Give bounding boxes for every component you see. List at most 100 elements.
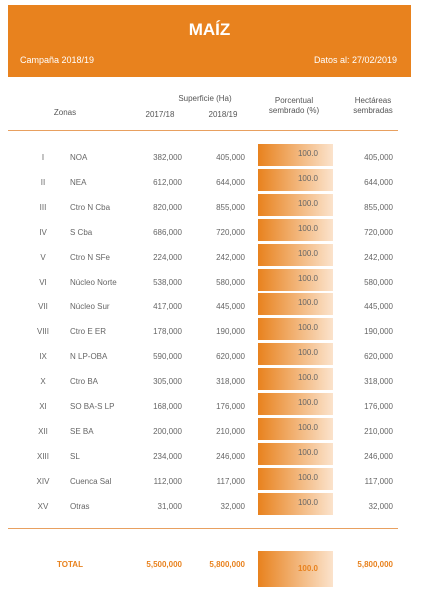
percent-cell (258, 268, 333, 291)
zone-name: Núcleo Norte (70, 277, 117, 287)
percent-cell (258, 393, 333, 415)
area-2018: 176,000 (216, 402, 245, 411)
percent: 100.0 (297, 472, 318, 482)
hectares: 5,800,000 (357, 560, 393, 569)
percent: 100.0 (297, 223, 318, 233)
percent-cell (258, 343, 333, 366)
percent-cell (258, 144, 333, 166)
percent: 100.0 (297, 447, 318, 457)
divider (8, 528, 398, 529)
area-2017: 820,000 (153, 202, 182, 212)
area-2017: 178,000 (153, 327, 182, 337)
hectares: 117,000 (364, 476, 393, 486)
area-2017: 305,000 (153, 377, 182, 387)
area-2018: 580,000 (216, 277, 245, 287)
area-2017: 200,000 (153, 426, 182, 436)
area-2018: 405,000 (216, 153, 245, 162)
zone-name: Ctro N SFe (70, 252, 111, 262)
hectares: 720,000 (364, 227, 393, 237)
zone-name: Núcleo Sur (70, 302, 110, 312)
col-header: Hectáreas sembradas (353, 96, 393, 115)
percent: 100.0 (297, 173, 318, 183)
hectares: 318,000 (364, 377, 393, 387)
zone-name: SE BA (70, 426, 94, 436)
area-2017: 224,000 (153, 252, 182, 262)
area-2018: 620,000 (216, 352, 245, 362)
col-header: Superficie (Ha) (178, 94, 232, 103)
zone-name: Cuenca Sal (70, 476, 112, 486)
zone-name: NEA (70, 177, 87, 187)
percent: 100.0 (297, 149, 318, 158)
zone-name: Ctro N Cba (70, 202, 111, 212)
zone-name: SO BA-S LP (70, 402, 115, 411)
col-header: Porcentual sembrado (%) (268, 96, 320, 115)
zone-number: X (40, 377, 46, 387)
area-2018: 246,000 (216, 451, 245, 461)
area-2017: 538,000 (153, 277, 182, 287)
date: Datos al: 27/02/2019 (313, 55, 397, 65)
hectares: 176,000 (364, 402, 393, 411)
percent-cell (258, 293, 333, 316)
area-2018: 32,000 (220, 501, 245, 511)
zone-number: VII (38, 302, 48, 312)
zone-number: II (40, 177, 46, 187)
area-2018: 190,000 (216, 327, 245, 337)
zone-number: VIII (36, 327, 49, 337)
percent: 100.0 (297, 497, 318, 507)
zone-number: XIII (36, 451, 49, 461)
percent-cell (258, 492, 333, 515)
percent-cell (258, 417, 333, 440)
zone-name: S Cba (70, 227, 93, 237)
percent-cell (258, 318, 333, 341)
percent: 100.0 (297, 373, 318, 383)
percent: 100.0 (297, 422, 318, 432)
percent: 100.0 (297, 298, 318, 308)
zone-name: N LP-OBA (70, 352, 108, 362)
area-2018: 210,000 (216, 426, 245, 436)
col-header: Zonas (53, 108, 77, 117)
area-2018: 242,000 (216, 252, 245, 262)
zone-number: I (41, 153, 45, 162)
zone-number: VI (39, 277, 47, 287)
col-header: 2018/19 (208, 110, 238, 119)
area-2017: 31,000 (157, 501, 182, 511)
percent: 100.0 (297, 398, 318, 407)
zone-name: SL (70, 451, 80, 461)
percent: 100.0 (297, 198, 318, 208)
header-band (8, 5, 411, 77)
zone-name: Ctro E ER (70, 327, 107, 337)
zone-number: III (39, 202, 47, 212)
area-2018: 5,800,000 (209, 560, 245, 569)
area-2017: 382,000 (153, 153, 182, 162)
percent-cell (258, 467, 333, 490)
hectares: 246,000 (364, 451, 393, 461)
hectares: 190,000 (364, 327, 393, 337)
area-2017: 686,000 (153, 227, 182, 237)
percent: 100.0 (297, 323, 318, 333)
area-2017: 5,500,000 (146, 560, 182, 569)
hectares: 644,000 (364, 177, 393, 187)
zone-name: NOA (70, 153, 88, 162)
area-2017: 612,000 (153, 177, 182, 187)
area-2017: 590,000 (153, 352, 182, 362)
area-2018: 644,000 (216, 177, 245, 187)
zone-number: XII (38, 426, 48, 436)
col-header: 2017/18 (145, 110, 175, 119)
area-2018: 855,000 (216, 202, 245, 212)
zone-name: Ctro BA (70, 377, 99, 387)
percent-cell (258, 442, 333, 465)
zone-number: IX (39, 352, 47, 362)
zone-number: XV (37, 501, 49, 511)
zone-number: IV (39, 227, 47, 237)
hectares: 32,000 (368, 501, 393, 511)
divider (8, 130, 398, 131)
zone-number: V (40, 252, 46, 262)
area-2018: 318,000 (216, 377, 245, 387)
area-2017: 112,000 (153, 476, 182, 486)
hectares: 620,000 (364, 352, 393, 362)
hectares: 210,000 (364, 426, 393, 436)
percent-cell (258, 168, 333, 191)
percent-cell (258, 551, 333, 587)
hectares: 855,000 (364, 202, 393, 212)
hectares: 405,000 (364, 153, 393, 162)
